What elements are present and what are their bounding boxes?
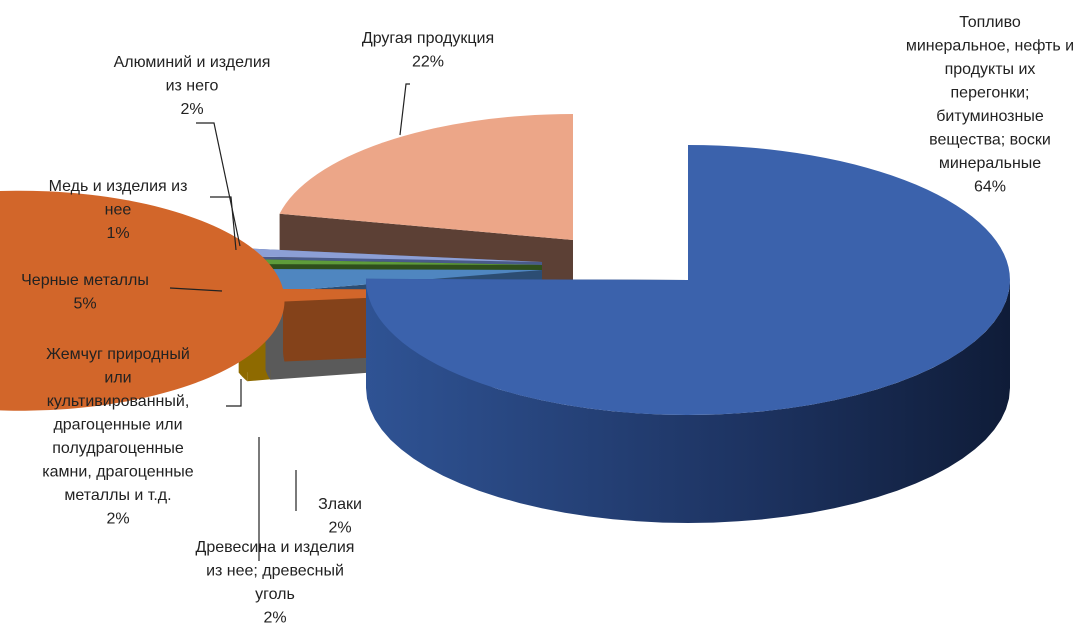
data-label-value: 2% — [328, 520, 351, 537]
data-label-line: полудрагоценные — [52, 440, 184, 457]
data-label-line: Злаки — [318, 496, 362, 513]
data-label-value: 2% — [263, 610, 286, 625]
data-label-copper: Медь и изделия из нее 1% — [49, 178, 188, 242]
leader-line-pearls — [226, 379, 242, 407]
data-label-line: камни, драгоценные — [42, 464, 193, 481]
slice-other-top — [279, 114, 573, 240]
data-label-line: Алюминий и изделия — [114, 54, 271, 71]
data-label-ferrous: Черные металлы 5% — [21, 272, 149, 313]
leader-line-ferrous — [169, 287, 223, 292]
leader-line-other — [399, 83, 410, 136]
data-label-value: 64% — [974, 179, 1006, 196]
data-label-line: нее — [105, 202, 132, 219]
data-label-line: Другая продукция — [362, 30, 494, 47]
slice-aluminium-top — [243, 248, 542, 262]
data-label-pearls: Жемчуг природный или культивированный, драг… — [42, 346, 193, 528]
data-label-value: 5% — [73, 296, 96, 313]
leader-line-copper — [210, 196, 237, 251]
data-label-line: минеральное, нефть и — [906, 38, 1074, 55]
data-label-line: драгоценные или — [53, 417, 182, 434]
data-label-grain: Злаки 2% — [318, 496, 362, 537]
slice-copper — [234, 258, 542, 271]
data-label-line: металлы и т.д. — [64, 487, 171, 504]
data-label-line: Жемчуг природный — [46, 346, 190, 363]
data-label-value: 2% — [106, 511, 129, 528]
data-label-value: 22% — [412, 54, 444, 71]
data-label-fuel: Топливо минеральное, нефть и продукты их пе… — [906, 14, 1074, 196]
data-label-line: Древесина и изделия — [196, 539, 355, 556]
data-label-line: продукты их — [945, 61, 1036, 78]
data-label-line: вещества; воски — [929, 132, 1051, 149]
data-label-aluminium: Алюминий и изделия из него 2% — [114, 54, 271, 118]
data-label-line: из него — [166, 78, 219, 95]
data-label-line: из нее; древесный — [206, 563, 344, 580]
data-label-line: битуминозные — [936, 108, 1044, 125]
data-label-line: Медь и изделия из — [49, 178, 188, 195]
data-label-line: Топливо — [959, 14, 1021, 31]
data-label-line: Черные металлы — [21, 272, 149, 289]
slice-grain-top — [0, 190, 548, 411]
slice-fuel — [365, 145, 1010, 523]
data-label-wood: Древесина и изделия из нее; древесный угол… — [196, 539, 355, 625]
data-label-value: 1% — [106, 225, 129, 242]
data-label-line: или — [104, 370, 131, 387]
slice-copper-top — [234, 258, 542, 265]
data-label-line: перегонки; — [951, 85, 1030, 102]
data-label-line: минеральные — [939, 155, 1041, 172]
leader-line-aluminium — [196, 122, 241, 247]
data-label-other: Другая продукция 22% — [362, 30, 494, 71]
data-label-line: культивированный, — [47, 393, 190, 410]
slice-fuel-side — [366, 280, 1010, 523]
data-label-line: уголь — [255, 586, 295, 603]
slice-fuel-top — [365, 145, 1010, 415]
data-label-value: 2% — [180, 101, 203, 118]
